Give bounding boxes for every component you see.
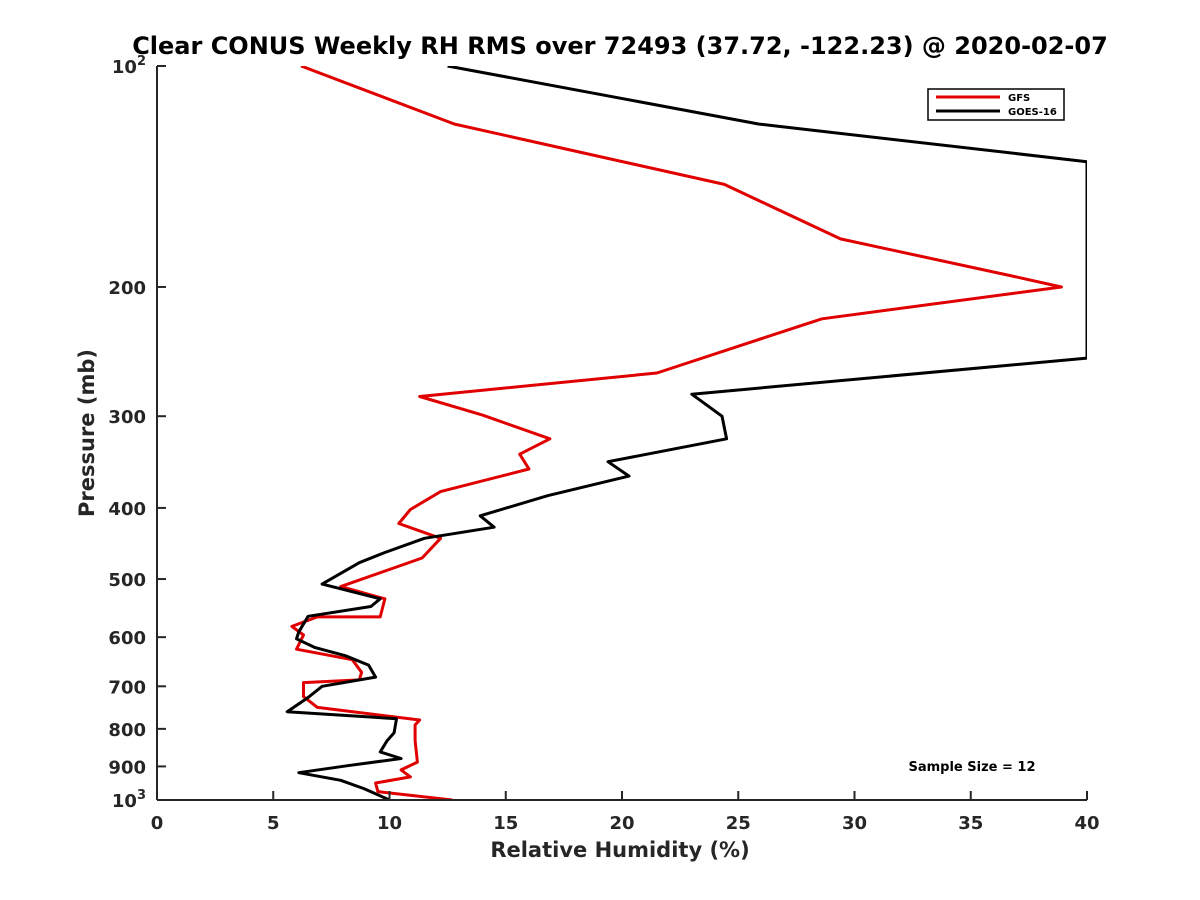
- y-tick-label: 500: [108, 570, 146, 591]
- y-tick-label: 400: [108, 499, 146, 520]
- y-tick-label: 800: [108, 720, 146, 741]
- legend: GFS GOES-16: [927, 88, 1065, 121]
- legend-label-gfs: GFS: [1008, 93, 1030, 104]
- legend-label-goes-16: GOES-16: [1008, 107, 1057, 118]
- legend-box: [927, 88, 1065, 121]
- x-tick-label: 10: [377, 813, 402, 834]
- x-tick-label: 25: [726, 813, 751, 834]
- y-tick-label: 102: [112, 54, 146, 78]
- x-tick-label: 30: [842, 813, 867, 834]
- series-line-goes-16: [285, 66, 1087, 800]
- series-line-gfs: [290, 66, 1063, 800]
- y-tick-label: 200: [108, 278, 146, 299]
- chart-title: Clear CONUS Weekly RH RMS over 72493 (37…: [132, 32, 1108, 60]
- x-tick-label: 40: [1074, 813, 1099, 834]
- x-tick-label: 20: [609, 813, 634, 834]
- x-tick-label: 15: [493, 813, 518, 834]
- sample-size-annotation: Sample Size = 12: [908, 760, 1035, 775]
- x-tick-label: 5: [267, 813, 280, 834]
- axes: 0 5 10 15 20 25 30 35 40 102 200 300 400 500 600 700 800…: [108, 54, 1099, 834]
- y-tick-label: 600: [108, 628, 146, 649]
- y-axis-label: Pressure (mb): [75, 349, 99, 517]
- y-tick-label: 300: [108, 407, 146, 428]
- y-tick-label: 103: [112, 788, 146, 812]
- plot-lines: [285, 66, 1087, 800]
- x-tick-label: 35: [958, 813, 983, 834]
- y-tick-label: 900: [108, 757, 146, 778]
- y-tick-label: 700: [108, 677, 146, 698]
- x-axis-label: Relative Humidity (%): [490, 838, 749, 862]
- x-tick-label: 0: [151, 813, 164, 834]
